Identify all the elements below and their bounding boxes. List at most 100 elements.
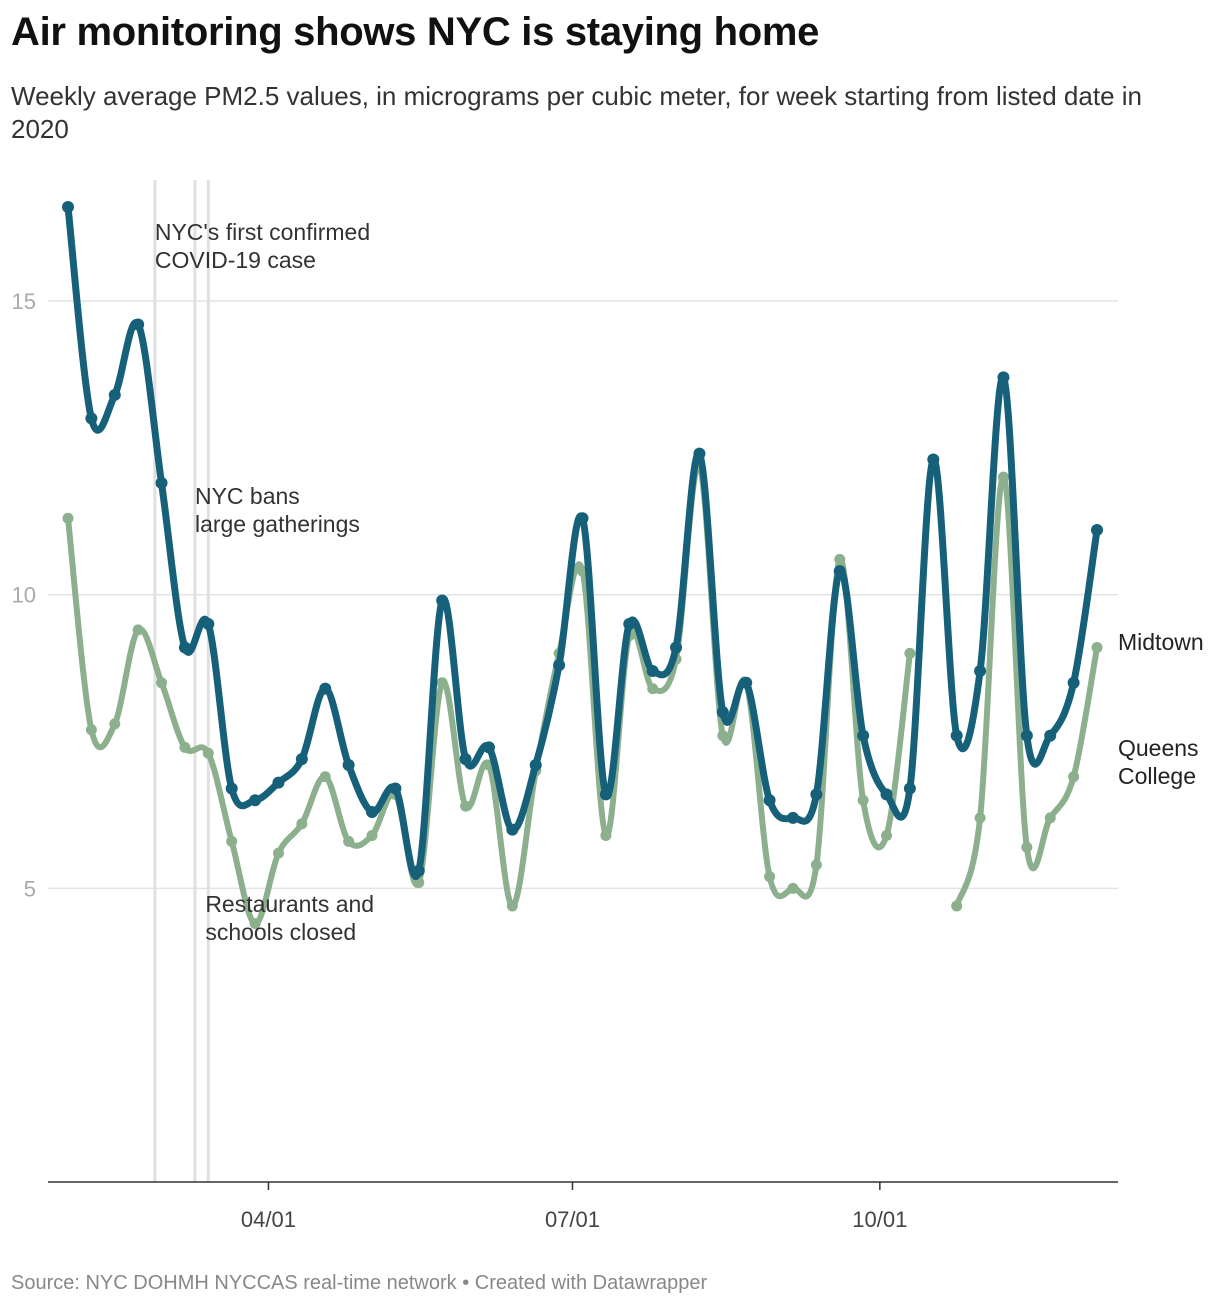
data-point-midtown bbox=[740, 676, 753, 689]
data-point-queens-college bbox=[810, 859, 822, 871]
data-point-midtown bbox=[599, 788, 612, 801]
data-point-midtown bbox=[1044, 729, 1057, 742]
data-point-midtown bbox=[810, 788, 823, 801]
annotation-text: NYC's first confirmed bbox=[155, 219, 370, 245]
series-line-midtown bbox=[64, 203, 1101, 880]
data-point-queens-college bbox=[202, 747, 214, 759]
data-point-queens-college bbox=[296, 818, 308, 830]
data-point-queens-college bbox=[1021, 841, 1033, 853]
data-point-midtown bbox=[553, 659, 566, 672]
credit-text: Created with Datawrapper bbox=[474, 1272, 708, 1294]
data-point-midtown bbox=[693, 447, 706, 460]
data-point-queens-college bbox=[764, 871, 776, 883]
data-point-midtown bbox=[249, 794, 262, 807]
series-line-queens-college bbox=[953, 474, 1100, 909]
axes: 04/01 07/01 10/01 bbox=[48, 1181, 1118, 1232]
annotation-text: NYC bans bbox=[195, 483, 300, 509]
footer-separator: • bbox=[462, 1272, 470, 1294]
data-point-midtown bbox=[366, 805, 379, 818]
data-point-midtown bbox=[1067, 676, 1080, 689]
data-point-queens-college bbox=[460, 800, 472, 812]
data-point-midtown bbox=[763, 794, 776, 807]
data-point-midtown bbox=[319, 682, 332, 695]
data-point-queens-college bbox=[647, 683, 659, 695]
data-point-midtown bbox=[295, 753, 308, 766]
data-point-midtown bbox=[389, 782, 402, 795]
data-point-midtown bbox=[459, 753, 472, 766]
data-point-midtown bbox=[997, 371, 1010, 384]
data-point-midtown bbox=[342, 758, 355, 771]
data-point-midtown bbox=[482, 741, 495, 754]
data-point-midtown bbox=[857, 729, 870, 742]
data-point-queens-college bbox=[997, 471, 1009, 483]
series-midtown bbox=[62, 200, 1103, 880]
gridlines: 5 10 15 bbox=[12, 289, 1118, 901]
data-point-queens-college bbox=[319, 771, 331, 783]
data-point-midtown bbox=[1020, 729, 1033, 742]
data-point-queens-college bbox=[506, 900, 518, 912]
data-point-midtown bbox=[155, 477, 168, 490]
y-tick-label-10: 10 bbox=[12, 583, 36, 608]
data-point-queens-college bbox=[272, 847, 284, 859]
data-point-queens-college bbox=[1044, 812, 1056, 824]
series bbox=[62, 200, 1103, 930]
data-point-queens-college bbox=[343, 835, 355, 847]
data-point-queens-college bbox=[857, 794, 869, 806]
data-point-midtown bbox=[202, 618, 215, 631]
data-point-midtown bbox=[880, 788, 893, 801]
data-point-midtown bbox=[927, 453, 940, 466]
data-point-midtown bbox=[85, 412, 98, 425]
data-point-midtown bbox=[272, 776, 285, 789]
x-tick-label: 10/01 bbox=[852, 1207, 907, 1232]
data-point-queens-college bbox=[951, 900, 963, 912]
data-point-queens-college bbox=[717, 730, 729, 742]
data-point-queens-college bbox=[974, 812, 986, 824]
series-label-queens-college: College bbox=[1118, 763, 1196, 789]
x-tick-label: 04/01 bbox=[241, 1207, 296, 1232]
data-point-midtown bbox=[132, 318, 145, 331]
chart-subtitle: Weekly average PM2.5 values, in microgra… bbox=[11, 81, 1142, 144]
data-point-midtown bbox=[974, 665, 987, 677]
event-lines bbox=[153, 180, 210, 1182]
data-point-midtown bbox=[1091, 524, 1103, 537]
data-point-midtown bbox=[623, 618, 636, 631]
data-point-midtown bbox=[108, 388, 121, 401]
data-point-midtown bbox=[178, 641, 191, 654]
data-point-midtown bbox=[786, 811, 799, 824]
data-point-midtown bbox=[670, 641, 683, 654]
data-point-midtown bbox=[436, 594, 449, 607]
y-tick-label-15: 15 bbox=[12, 289, 36, 314]
data-point-midtown bbox=[576, 512, 589, 525]
data-point-queens-college bbox=[156, 677, 168, 689]
annotation-text: schools closed bbox=[205, 919, 356, 945]
data-point-queens-college bbox=[1091, 642, 1103, 654]
data-point-queens-college bbox=[436, 677, 448, 689]
data-point-midtown bbox=[62, 200, 74, 213]
data-point-queens-college bbox=[85, 724, 97, 736]
series-label-midtown: Midtown bbox=[1118, 629, 1204, 655]
data-point-queens-college bbox=[179, 741, 191, 753]
y-tick-label-5: 5 bbox=[24, 876, 36, 901]
footer: Source: NYC DOHMH NYCCAS real-time netwo… bbox=[11, 1272, 707, 1295]
data-point-midtown bbox=[529, 758, 542, 771]
data-point-midtown bbox=[506, 823, 519, 836]
data-point-queens-college bbox=[600, 829, 612, 841]
data-point-midtown bbox=[412, 864, 425, 877]
x-tick-label: 07/01 bbox=[545, 1207, 600, 1232]
data-point-midtown bbox=[225, 782, 238, 795]
data-point-queens-college bbox=[834, 553, 846, 565]
data-point-queens-college bbox=[787, 882, 799, 894]
annotation-text: Restaurants and bbox=[205, 891, 374, 917]
data-point-midtown bbox=[646, 665, 659, 677]
data-point-queens-college bbox=[249, 918, 261, 930]
data-point-midtown bbox=[950, 729, 963, 742]
data-point-midtown bbox=[716, 706, 729, 719]
data-point-queens-college bbox=[109, 718, 121, 730]
data-point-midtown bbox=[833, 565, 846, 578]
series-label-queens-college: Queens bbox=[1118, 735, 1199, 761]
data-point-queens-college bbox=[62, 512, 74, 524]
data-point-queens-college bbox=[226, 835, 238, 847]
data-point-queens-college bbox=[904, 647, 916, 659]
